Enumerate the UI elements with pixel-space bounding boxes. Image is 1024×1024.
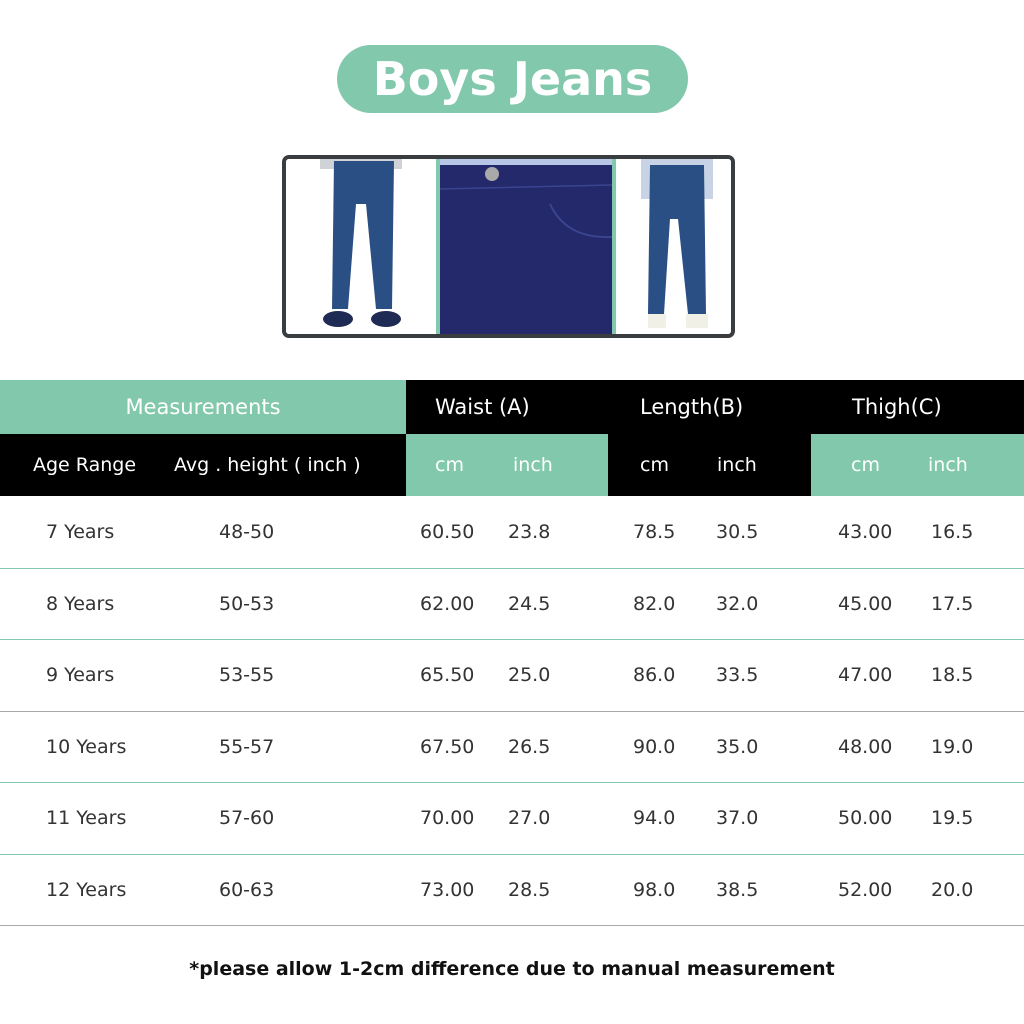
cell-thigh-cm: 45.00 bbox=[838, 592, 893, 615]
cell-thigh-in: 18.5 bbox=[931, 664, 974, 686]
table-row: 11 Years 57-60 70.00 27.0 94.0 37.0 50.00 19.5 bbox=[0, 782, 1024, 854]
cell-length-in: 38.5 bbox=[716, 878, 759, 901]
cell-length-in: 32.0 bbox=[716, 592, 759, 615]
row-divider bbox=[0, 782, 1024, 783]
cell-waist-in: 24.5 bbox=[508, 592, 551, 615]
product-photos bbox=[282, 155, 735, 338]
header-thigh: Thigh(C) bbox=[852, 395, 942, 419]
header-thigh-cm: cm bbox=[851, 454, 880, 476]
cell-age: 12 Years bbox=[46, 878, 127, 901]
cell-height: 57-60 bbox=[219, 807, 275, 829]
cell-waist-in: 25.0 bbox=[508, 664, 551, 686]
header-length-cm: cm bbox=[640, 454, 669, 476]
header-measurements: Measurements bbox=[0, 380, 406, 434]
row-divider bbox=[0, 853, 1024, 855]
header-waist-inch: inch bbox=[513, 454, 553, 476]
cell-length-in: 33.5 bbox=[716, 664, 759, 686]
header-length-inch: inch bbox=[717, 454, 757, 476]
measurement-note: *please allow 1-2cm difference due to ma… bbox=[189, 958, 835, 980]
cell-age: 7 Years bbox=[46, 521, 115, 543]
cell-height: 50-53 bbox=[219, 592, 275, 615]
cell-waist-in: 26.5 bbox=[508, 735, 551, 758]
cell-height: 48-50 bbox=[219, 521, 275, 543]
header-waist-cm: cm bbox=[435, 454, 464, 476]
cell-age: 11 Years bbox=[46, 807, 127, 829]
jeans-closeup-photo bbox=[439, 159, 613, 334]
cell-waist-cm: 70.00 bbox=[420, 807, 475, 829]
cell-length-cm: 90.0 bbox=[633, 735, 676, 758]
cell-waist-cm: 73.00 bbox=[420, 878, 475, 901]
header-waist: Waist (A) bbox=[435, 395, 530, 419]
cell-thigh-cm: 47.00 bbox=[838, 664, 893, 686]
cell-length-cm: 86.0 bbox=[633, 664, 676, 686]
cell-waist-in: 23.8 bbox=[508, 521, 551, 543]
cell-age: 8 Years bbox=[46, 592, 115, 615]
cell-thigh-cm: 48.00 bbox=[838, 735, 893, 758]
cell-length-cm: 78.5 bbox=[633, 521, 676, 543]
cell-height: 53-55 bbox=[219, 664, 275, 686]
jeans-back-photo bbox=[616, 159, 731, 334]
cell-length-in: 30.5 bbox=[716, 521, 759, 543]
cell-waist-in: 28.5 bbox=[508, 878, 551, 901]
cell-thigh-cm: 43.00 bbox=[838, 521, 893, 543]
cell-age: 9 Years bbox=[46, 664, 115, 686]
page-title: Boys Jeans bbox=[337, 45, 688, 113]
cell-thigh-in: 17.5 bbox=[931, 592, 974, 615]
cell-thigh-cm: 50.00 bbox=[838, 807, 893, 829]
header-thigh-inch: inch bbox=[928, 454, 968, 476]
table-row: 7 Years 48-50 60.50 23.8 78.5 30.5 43.00 16.5 bbox=[0, 496, 1024, 568]
header-length: Length(B) bbox=[640, 395, 744, 419]
jeans-front-photo bbox=[286, 159, 436, 334]
cell-length-cm: 94.0 bbox=[633, 807, 676, 829]
cell-length-cm: 98.0 bbox=[633, 878, 676, 901]
cell-length-cm: 82.0 bbox=[633, 592, 676, 615]
cell-length-in: 37.0 bbox=[716, 807, 759, 829]
row-divider bbox=[0, 925, 1024, 926]
cell-age: 10 Years bbox=[46, 735, 127, 758]
cell-thigh-in: 16.5 bbox=[931, 521, 974, 543]
table-row: 9 Years 53-55 65.50 25.0 86.0 33.5 47.00 18.5 bbox=[0, 639, 1024, 711]
table-row: 12 Years 60-63 73.00 28.5 98.0 38.5 52.00 20.0 bbox=[0, 854, 1024, 926]
header-age-range: Age Range bbox=[33, 454, 137, 476]
cell-thigh-in: 19.5 bbox=[931, 807, 974, 829]
cell-waist-cm: 67.50 bbox=[420, 735, 475, 758]
row-divider bbox=[0, 567, 1024, 569]
cell-length-in: 35.0 bbox=[716, 735, 759, 758]
cell-thigh-in: 20.0 bbox=[931, 878, 974, 901]
cell-waist-cm: 60.50 bbox=[420, 521, 475, 543]
table-row: 8 Years 50-53 62.00 24.5 82.0 32.0 45.00 17.5 bbox=[0, 568, 1024, 640]
cell-waist-cm: 62.00 bbox=[420, 592, 475, 615]
row-divider bbox=[0, 639, 1024, 640]
cell-waist-in: 27.0 bbox=[508, 807, 551, 829]
cell-thigh-in: 19.0 bbox=[931, 735, 974, 758]
header-avg-height: Avg . height ( inch ) bbox=[174, 454, 361, 476]
cell-waist-cm: 65.50 bbox=[420, 664, 475, 686]
row-divider bbox=[0, 710, 1024, 712]
cell-height: 55-57 bbox=[219, 735, 275, 758]
table-row: 10 Years 55-57 67.50 26.5 90.0 35.0 48.00 19.0 bbox=[0, 711, 1024, 783]
cell-thigh-cm: 52.00 bbox=[838, 878, 893, 901]
cell-height: 60-63 bbox=[219, 878, 275, 901]
